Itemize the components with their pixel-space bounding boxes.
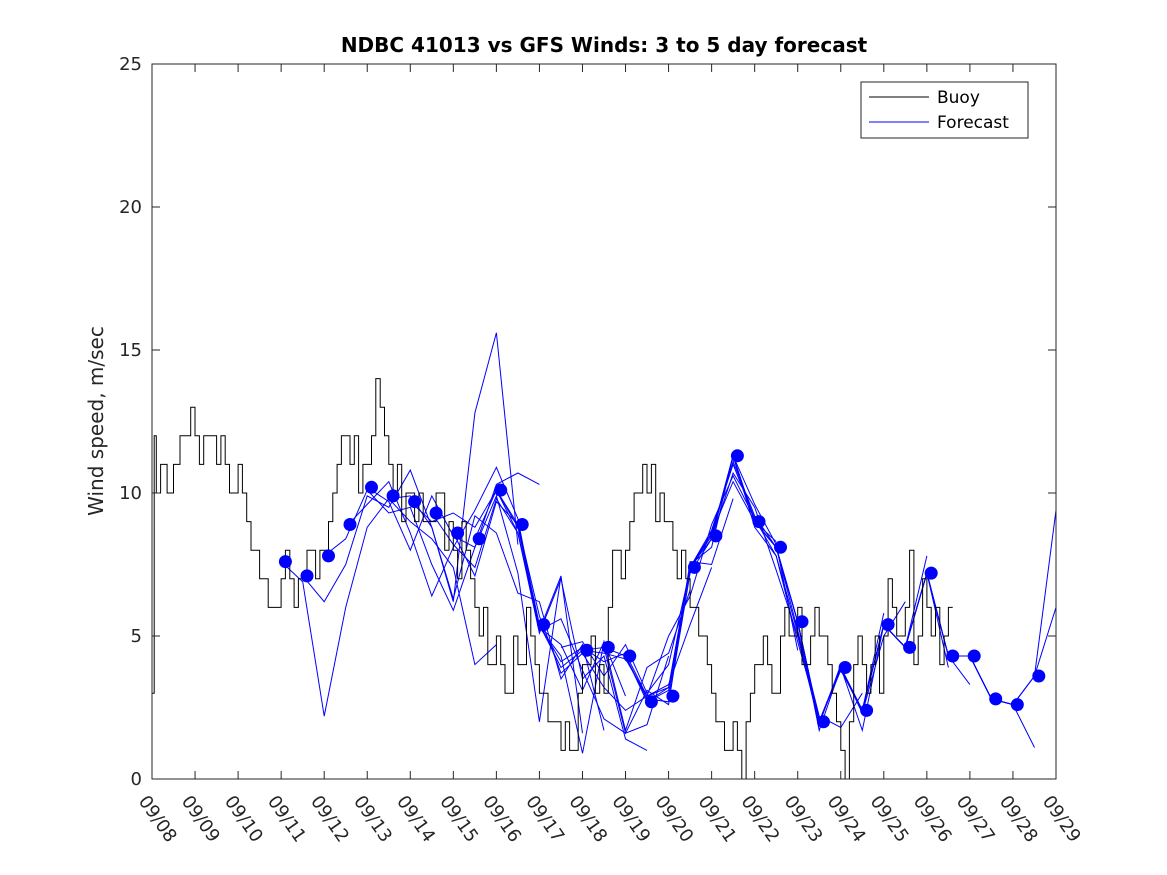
axes-box [151,63,1057,780]
forecast-point [709,529,723,543]
forecast-point [623,649,637,663]
forecast-point [860,703,874,717]
forecast-point [967,649,981,663]
y-tick-label: 0 [131,769,142,790]
legend-buoy-label: Buoy [937,88,980,108]
forecast-point [386,489,400,503]
forecast-run-17 [625,471,842,727]
forecast-point [580,643,594,657]
forecast-point [300,569,314,583]
forecast-point [1032,669,1046,683]
forecast-point [515,518,529,531]
forecast-point [451,526,465,540]
forecast-point [408,495,422,509]
forecast-point [494,483,508,497]
forecast-point [989,692,1003,706]
forecast-point [774,540,787,554]
forecast-point [278,555,292,569]
forecast-point [687,560,701,574]
forecast-point [343,518,357,531]
y-tick-label: 5 [131,626,142,647]
buoy-series [152,378,953,780]
forecast-run-3 [323,472,540,612]
legend-box [860,81,1029,139]
y-axis: 0 5 10 15 20 25 [119,54,1056,790]
forecast-run-5 [366,486,583,734]
forecast-point [365,480,378,494]
forecast-point [730,449,744,463]
forecast-point [666,689,680,703]
forecast-point [537,618,551,632]
forecast-run-6 [388,495,605,731]
forecast-point [752,515,766,529]
legend: Buoy Forecast [860,81,1029,139]
forecast-point [903,640,917,654]
y-tick-label: 20 [119,197,142,218]
forecast-point [472,532,486,546]
forecast-point [322,549,335,563]
y-axis-label: Wind speed, m/sec [84,326,108,516]
forecast-point [1010,698,1024,712]
forecast-point [946,649,960,663]
forecast-run-2 [302,332,519,603]
y-tick-label: 25 [119,54,142,75]
y-tick-label: 15 [119,340,142,361]
plot-area [152,332,1057,780]
y-tick-label: 10 [119,483,142,504]
forecast-point [601,640,615,654]
forecast-run-16 [603,462,820,720]
chart-title: NDBC 41013 vs GFS Winds: 3 to 5 day fore… [341,33,868,57]
forecast-point [644,695,658,709]
forecast-point [881,618,895,632]
forecast-run-9 [452,500,670,734]
legend-forecast-label: Forecast [937,113,1009,133]
forecast-run-8 [431,497,648,751]
forecast-point [838,661,852,674]
forecast-point [429,506,443,520]
forecast-point [795,615,809,629]
forecast-point [817,715,830,729]
forecast-point [924,566,938,580]
forecast-run-14 [560,480,777,695]
